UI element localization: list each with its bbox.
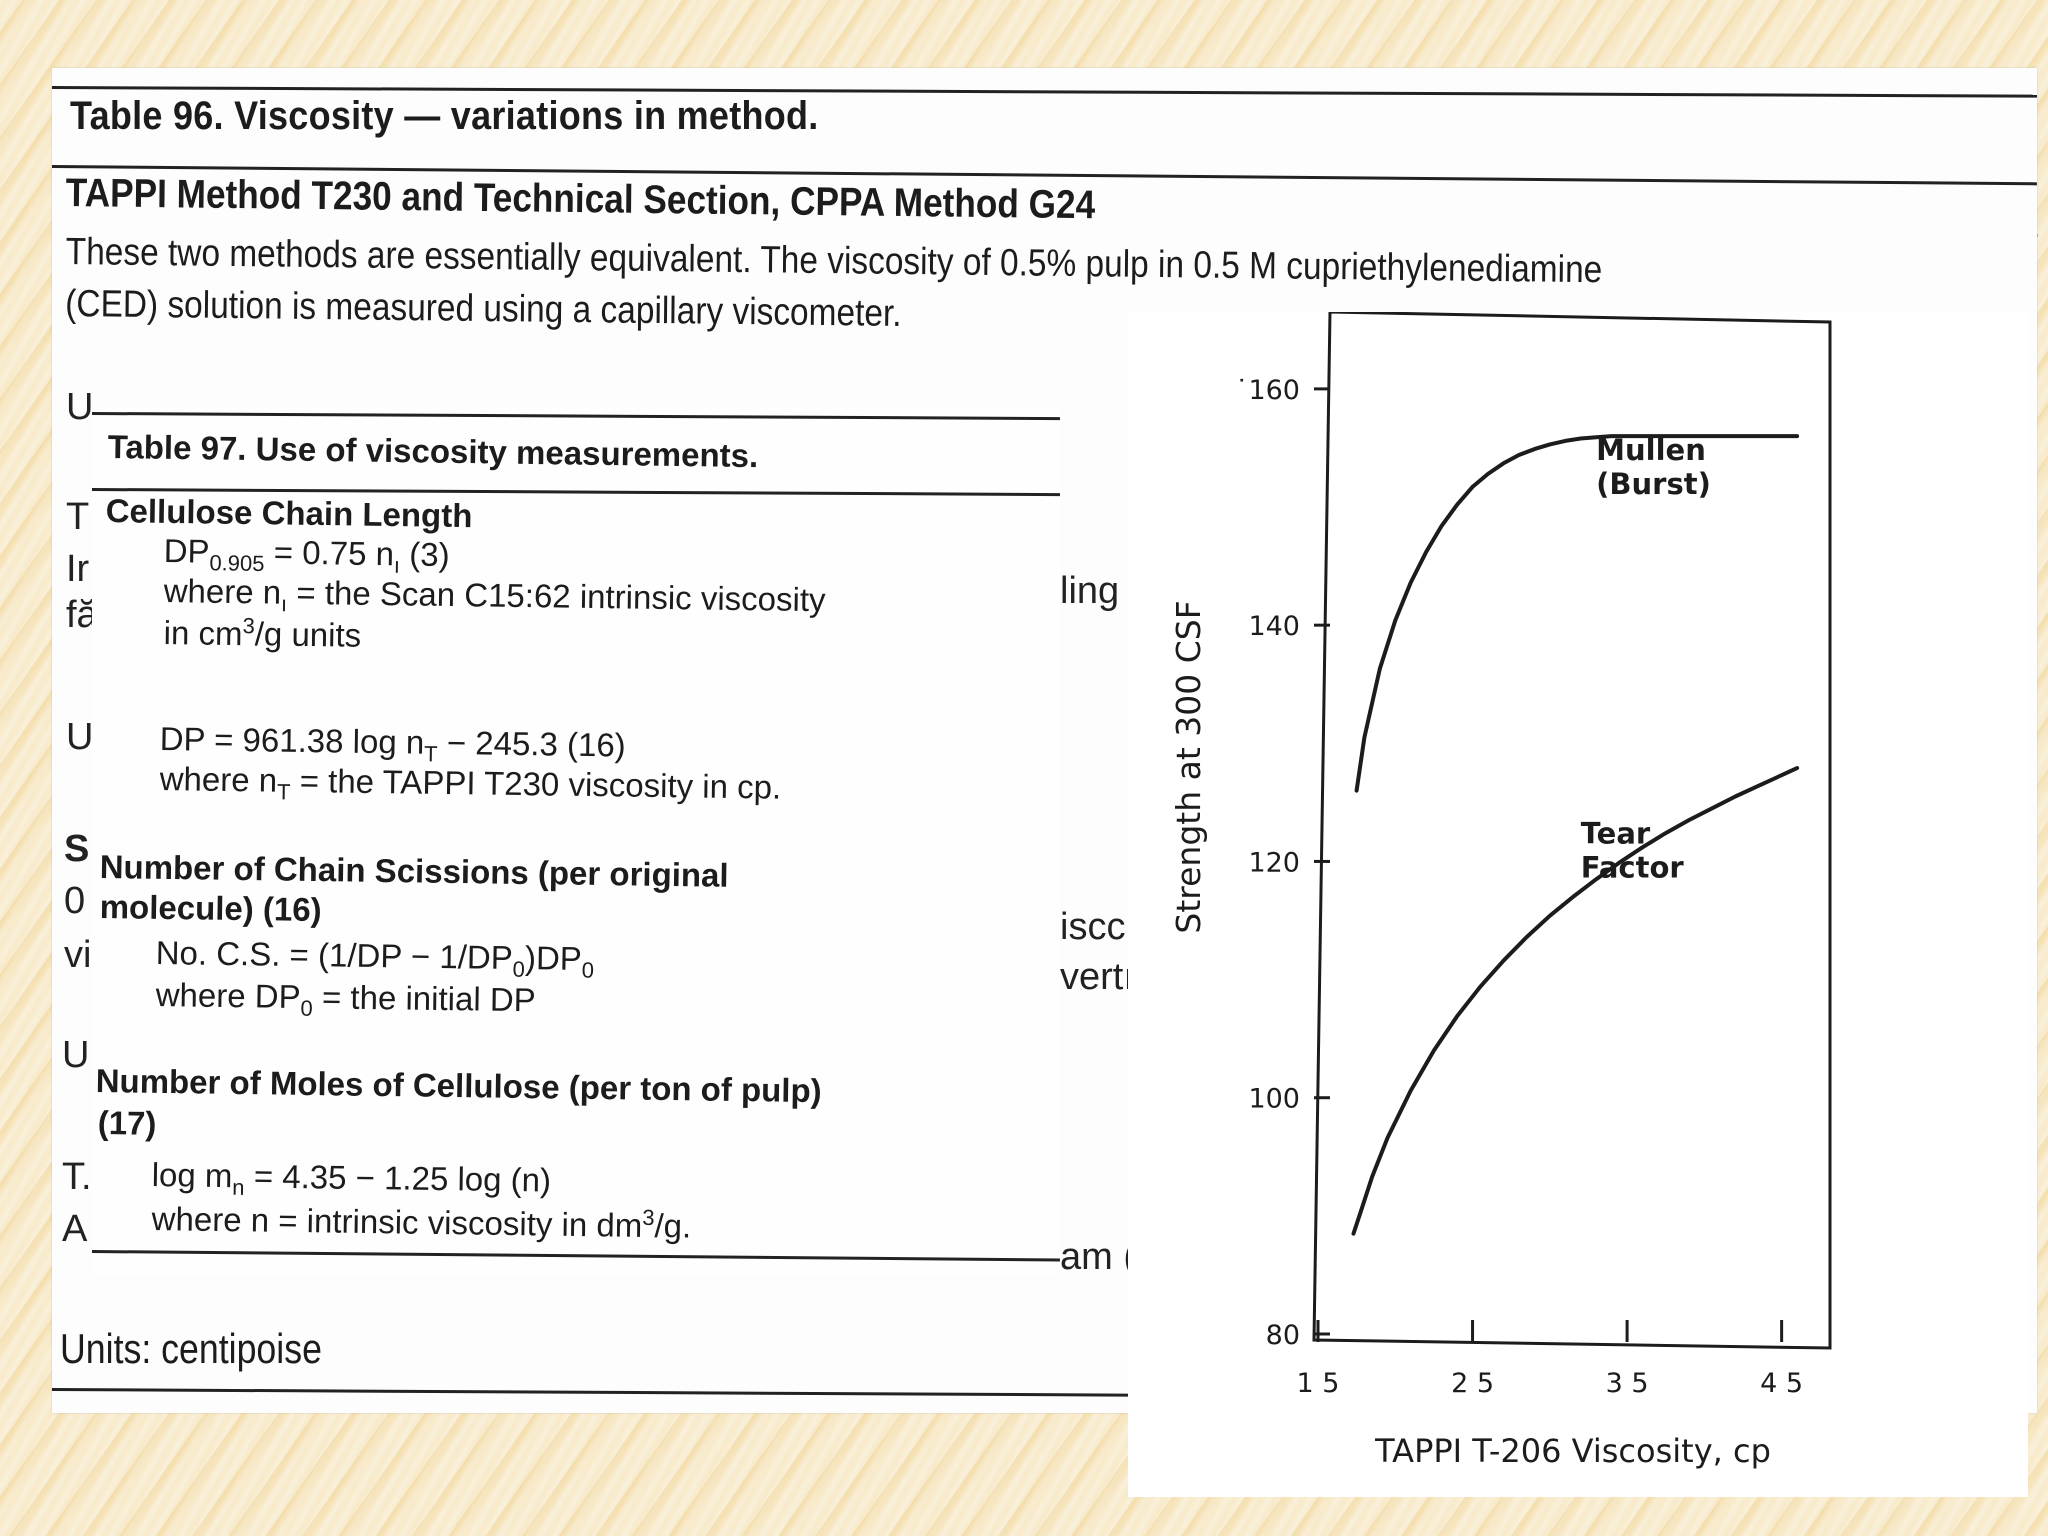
y-axis-label: Strength at 300 CSF <box>1169 600 1208 933</box>
fragment-text: T. <box>62 1156 92 1198</box>
table96-units: Units: centipoise <box>60 1325 322 1372</box>
y-tick-label: ˙160 <box>1235 375 1300 406</box>
table97-section-heading: Cellulose Chain Length <box>105 492 473 535</box>
fragment-text: vi <box>64 934 92 976</box>
chart-svg: TAPPI T-206 Viscosity, cp Strength at 30… <box>1169 312 1832 1470</box>
table96-subtitle: TAPPI Method T230 and Technical Section,… <box>65 171 1096 228</box>
table97-section-heading: Number of Moles of Cellulose (per ton of… <box>95 1062 822 1110</box>
x-tick-label: 2 5 <box>1451 1368 1494 1399</box>
series-label: Factor <box>1581 851 1685 885</box>
series-label: Tear <box>1581 817 1651 851</box>
x-tick-label: 4 5 <box>1760 1368 1803 1399</box>
table97-equation-line: in cm3/g units <box>163 613 362 654</box>
series-line-mullen-burst <box>1354 434 1800 793</box>
x-tick-label: 3 5 <box>1606 1368 1649 1399</box>
table97-equation-line: where nT = the TAPPI T230 viscosity in c… <box>159 760 782 806</box>
fragment-text: iscc <box>1060 906 1126 948</box>
strength-viscosity-chart: TAPPI T-206 Viscosity, cp Strength at 30… <box>1128 312 2028 1497</box>
fragment-text: T <box>66 496 90 538</box>
fragment-text: am ( <box>1060 1236 1136 1278</box>
table97-equation-line: where DP0 = the initial DP <box>155 976 536 1021</box>
table96-title: Table 96. Viscosity — variations in meth… <box>70 94 819 138</box>
fragment-text: S <box>64 828 90 870</box>
y-tick-label: 120 <box>1248 847 1300 878</box>
table97-section-heading: (17) <box>97 1104 157 1142</box>
fragment-text: A <box>62 1208 88 1250</box>
fragment-text: U <box>66 386 94 428</box>
axis-ticks: 80 100 120 140 ˙160 1 5 2 5 3 5 4 5 <box>1235 375 1803 1399</box>
fragment-text: 0 <box>64 880 86 922</box>
series-label: (Burst) <box>1596 467 1711 501</box>
plot-frame <box>1312 312 1832 1350</box>
table97-bottom-rule <box>91 1250 1060 1262</box>
fragment-text: ling <box>1060 570 1120 612</box>
y-tick-label: 80 <box>1266 1320 1300 1351</box>
fragment-text: U <box>62 1034 90 1076</box>
x-axis-label: TAPPI T-206 Viscosity, cp <box>1374 1432 1771 1470</box>
y-tick-label: 140 <box>1248 611 1300 642</box>
table97-section-heading: molecule) (16) <box>99 888 322 929</box>
table97-equation-line: log mn = 4.35 − 1.25 log (n) <box>151 1156 552 1200</box>
table97-top-rule <box>91 412 1060 421</box>
fragment-text: vertı <box>1060 956 1134 998</box>
y-tick-label: 100 <box>1248 1084 1300 1115</box>
table97-title: Table 97. Use of viscosity measurements. <box>107 428 759 475</box>
table97-section-heading: Number of Chain Scissions (per original <box>99 848 729 894</box>
series-label: Mullen <box>1596 433 1706 467</box>
table97-page: Table 97. Use of viscosity measurements.… <box>91 408 1060 1276</box>
table96-bottom-rule <box>51 1388 1152 1397</box>
series-line-tear-factor <box>1351 766 1800 1236</box>
fragment-text: Ir <box>66 548 90 590</box>
fragment-text: U <box>66 716 94 758</box>
table97-equation-line: where n = intrinsic viscosity in dm3/g. <box>151 1199 692 1245</box>
x-tick-label: 1 5 <box>1297 1368 1340 1399</box>
